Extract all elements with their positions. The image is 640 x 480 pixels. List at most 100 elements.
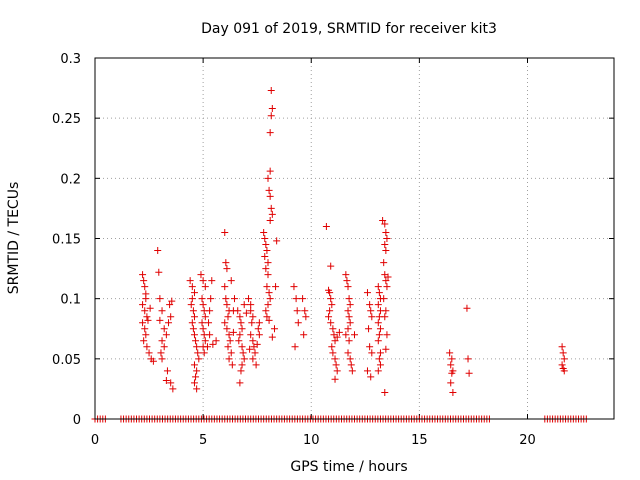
- data-point: [381, 220, 389, 228]
- data-point: [140, 337, 148, 345]
- data-point: [145, 349, 153, 357]
- data-point: [188, 283, 196, 291]
- data-point: [193, 385, 201, 393]
- data-point: [268, 105, 276, 113]
- data-point: [379, 216, 387, 224]
- axis-ticks: 0 5 10 15 20 0 0.05 0.1 0.15 0.2 0.25 0.3: [52, 52, 614, 448]
- data-point: [300, 331, 308, 339]
- data-point: [327, 262, 335, 270]
- data-point: [382, 307, 390, 315]
- data-point: [363, 367, 371, 375]
- data-point: [290, 283, 298, 291]
- data-point: [238, 361, 246, 369]
- data-point: [376, 349, 384, 357]
- data-point: [190, 379, 198, 387]
- data-point: [221, 283, 229, 291]
- data-point: [447, 379, 455, 387]
- data-point: [186, 277, 194, 285]
- data-point: [247, 331, 255, 339]
- data-point: [449, 389, 457, 397]
- plot-frame: [94, 57, 615, 420]
- y-axis-label: SRMTID / TECUs: [6, 182, 22, 295]
- data-point: [251, 349, 259, 357]
- data-point: [261, 235, 269, 242]
- data-point: [344, 349, 352, 357]
- data-point: [558, 343, 566, 351]
- data-point: [262, 307, 270, 315]
- data-point: [382, 277, 390, 285]
- data-point: [197, 271, 205, 279]
- data-point: [242, 309, 250, 317]
- data-point: [327, 319, 335, 327]
- data-point: [344, 325, 352, 333]
- data-point: [249, 355, 257, 363]
- data-point: [345, 295, 353, 303]
- data-point: [190, 289, 198, 297]
- data-point: [263, 313, 271, 321]
- data-point: [201, 283, 209, 291]
- data-point: [266, 295, 274, 303]
- data-point: [384, 273, 392, 281]
- data-point: [293, 307, 301, 315]
- data-point: [367, 307, 375, 315]
- x-tick-label: 0: [91, 433, 99, 448]
- data-point: [230, 295, 238, 303]
- data-point: [382, 345, 390, 353]
- data-point: [268, 333, 276, 341]
- data-point: [270, 325, 278, 333]
- data-point: [382, 228, 390, 236]
- y-tick-label: 0.2: [60, 172, 81, 187]
- data-point: [265, 186, 273, 194]
- data-point: [162, 376, 170, 384]
- data-point: [160, 343, 168, 351]
- data-point: [189, 307, 197, 315]
- data-point: [329, 325, 337, 333]
- data-point: [227, 277, 235, 285]
- data-point: [200, 349, 208, 357]
- data-point: [255, 319, 263, 327]
- y-tick-label: 0.3: [60, 52, 81, 67]
- data-point: [380, 259, 388, 267]
- data-point: [302, 313, 310, 321]
- data-point: [272, 283, 280, 291]
- data-point: [236, 331, 244, 339]
- data-point: [234, 307, 242, 315]
- data-point: [383, 331, 391, 339]
- data-point: [267, 86, 275, 94]
- data-point: [381, 313, 389, 321]
- y-tick-label: 0.1: [60, 293, 81, 308]
- data-point: [254, 325, 262, 333]
- data-point: [235, 337, 243, 345]
- data-point: [333, 367, 341, 375]
- data-point: [188, 319, 196, 327]
- data-point: [206, 307, 214, 315]
- data-point: [203, 343, 211, 351]
- data-point: [223, 265, 231, 273]
- data-point: [240, 355, 248, 363]
- data-point: [292, 295, 300, 303]
- data-point: [374, 367, 382, 375]
- data-point: [382, 247, 390, 255]
- data-point: [343, 277, 351, 285]
- y-tick-label: 0: [73, 413, 81, 428]
- data-point: [264, 174, 272, 182]
- data-point: [363, 289, 371, 297]
- data-point: [291, 343, 299, 351]
- data-point: [264, 259, 272, 267]
- data-point: [333, 333, 341, 341]
- data-point: [465, 369, 473, 377]
- data-point: [237, 319, 245, 327]
- data-point: [192, 373, 200, 381]
- data-point: [166, 301, 174, 309]
- data-point: [193, 343, 201, 351]
- data-point: [228, 361, 236, 369]
- data-point: [263, 283, 271, 291]
- data-point: [193, 367, 201, 375]
- data-point: [375, 331, 383, 339]
- data-point: [139, 271, 147, 279]
- data-point: [160, 325, 168, 333]
- data-point: [212, 337, 220, 345]
- data-point: [446, 349, 454, 357]
- data-point: [261, 253, 269, 261]
- data-point: [327, 295, 335, 303]
